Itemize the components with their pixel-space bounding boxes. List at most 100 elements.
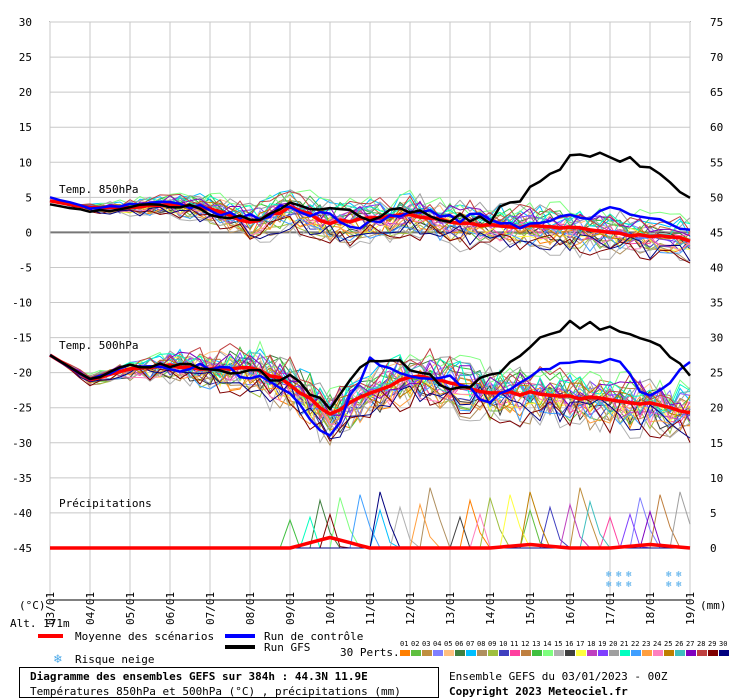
pert-swatch: [565, 650, 575, 656]
snowflake-icon: ❄: [676, 580, 682, 590]
snowflake-icon: ❄: [676, 570, 682, 580]
pert-number: 08: [477, 640, 485, 648]
snowflake-icon: ❄: [666, 570, 672, 580]
pert-swatch: [576, 650, 586, 656]
snowflake-icon: ❄: [616, 580, 622, 590]
y-left-tick: 20: [19, 86, 32, 99]
x-tick: 16/01: [564, 592, 577, 625]
pert-number: 13: [532, 640, 540, 648]
pert-swatch: [510, 650, 520, 656]
axis-labels: 302520151050-5-10-15-20-25-30-35-40-4575…: [12, 16, 723, 625]
x-tick: 13/01: [444, 592, 457, 625]
pert-number: 19: [598, 640, 606, 648]
snowflake-icon: ❄: [53, 652, 62, 667]
x-tick: 12/01: [404, 592, 417, 625]
x-tick: 07/01: [204, 592, 217, 625]
pert-number: 11: [510, 640, 518, 648]
snowflake-icon: ❄: [606, 580, 612, 590]
pert-swatch: [587, 650, 597, 656]
y-right-tick: 15: [710, 437, 723, 450]
pert-swatch: [455, 650, 465, 656]
legend-control-label: Run de contrôle: [264, 630, 363, 643]
y-right-tick: 10: [710, 472, 723, 485]
x-tick: 11/01: [364, 592, 377, 625]
pert-number: 25: [664, 640, 672, 648]
pert-number: 03: [422, 640, 430, 648]
x-tick: 04/01: [84, 592, 97, 625]
chart-title-box: Diagramme des ensembles GEFS sur 384h : …: [19, 667, 439, 698]
y-right-tick: 70: [710, 51, 723, 64]
pert-swatch: [708, 650, 718, 656]
pert-number: 26: [675, 640, 683, 648]
pert-swatch: [686, 650, 696, 656]
panel-label-t500: Temp. 500hPa: [59, 339, 138, 352]
pert-number: 23: [642, 640, 650, 648]
pert-line-t500: [49, 354, 691, 427]
y-left-tick: -45: [12, 542, 32, 555]
y-right-tick: 5: [710, 507, 717, 520]
pert-swatch: [433, 650, 443, 656]
y-right-tick: 65: [710, 86, 723, 99]
pert-number: 22: [631, 640, 639, 648]
pert-swatch: [664, 650, 674, 656]
y-left-tick: -10: [12, 297, 32, 310]
pert-swatch: [719, 650, 729, 656]
pert-line-t500: [49, 354, 691, 440]
copyright: Copyright 2023 Meteociel.fr: [449, 685, 628, 698]
y-left-tick: 25: [19, 51, 32, 64]
pert-swatch: [477, 650, 487, 656]
x-tick: 05/01: [124, 592, 137, 625]
pert-swatch: [521, 650, 531, 656]
pert-number: 14: [543, 640, 551, 648]
y-left-tick: -35: [12, 472, 32, 485]
pert-number: 06: [455, 640, 463, 648]
pert-number: 27: [686, 640, 694, 648]
snowflake-icon: ❄: [616, 570, 622, 580]
pert-swatch: [422, 650, 432, 656]
y-left-tick: 0: [25, 226, 32, 239]
y-left-tick: 5: [25, 191, 32, 204]
y-right-tick: 55: [710, 156, 723, 169]
pert-number: 17: [576, 640, 584, 648]
y-left-tick: -40: [12, 507, 32, 520]
pert-swatch: [499, 650, 509, 656]
y-left-tick: -20: [12, 367, 32, 380]
pert-line-t500: [49, 354, 691, 444]
pert-number: 21: [620, 640, 628, 648]
pert-swatch: [631, 650, 641, 656]
snowflake-icon: ❄: [606, 570, 612, 580]
series-line-precip: [50, 535, 691, 550]
pert-swatch: [653, 650, 663, 656]
y-right-tick: 25: [710, 367, 723, 380]
pert-swatch: [620, 650, 630, 656]
pert-line-t850: [49, 191, 691, 232]
pert-line-t850: [49, 200, 691, 262]
x-tick: 10/01: [324, 592, 337, 625]
chart-subtitle: Températures 850hPa et 500hPa (°C) , pré…: [30, 685, 401, 698]
y-right-tick: 50: [710, 191, 723, 204]
pert-number: 16: [565, 640, 573, 648]
pert-number: 24: [653, 640, 661, 648]
pert-number: 15: [554, 640, 562, 648]
main-series-lines: [49, 151, 691, 550]
pert-number: 28: [697, 640, 705, 648]
chart-grid: [49, 21, 691, 601]
y-right-tick: 30: [710, 332, 723, 345]
legend-mean-label: Moyenne des scénarios: [75, 630, 214, 643]
y-left-tick: -15: [12, 332, 32, 345]
x-tick: 06/01: [164, 592, 177, 625]
pert-swatch: [609, 650, 619, 656]
run-info: Ensemble GEFS du 03/01/2023 - 00Z: [449, 670, 668, 683]
legend-perts-label: 30 Perts.: [340, 646, 400, 659]
pert-swatch: [543, 650, 553, 656]
pert-line-t850: [49, 200, 691, 251]
y-right-tick: 75: [710, 16, 723, 29]
pert-swatch: [466, 650, 476, 656]
y-right-tick: 40: [710, 261, 723, 274]
y-right-tick: 35: [710, 297, 723, 310]
pert-number: 07: [466, 640, 474, 648]
pert-number: 04: [433, 640, 441, 648]
pert-number: 10: [499, 640, 507, 648]
y-right-unit: (mm): [700, 599, 727, 612]
